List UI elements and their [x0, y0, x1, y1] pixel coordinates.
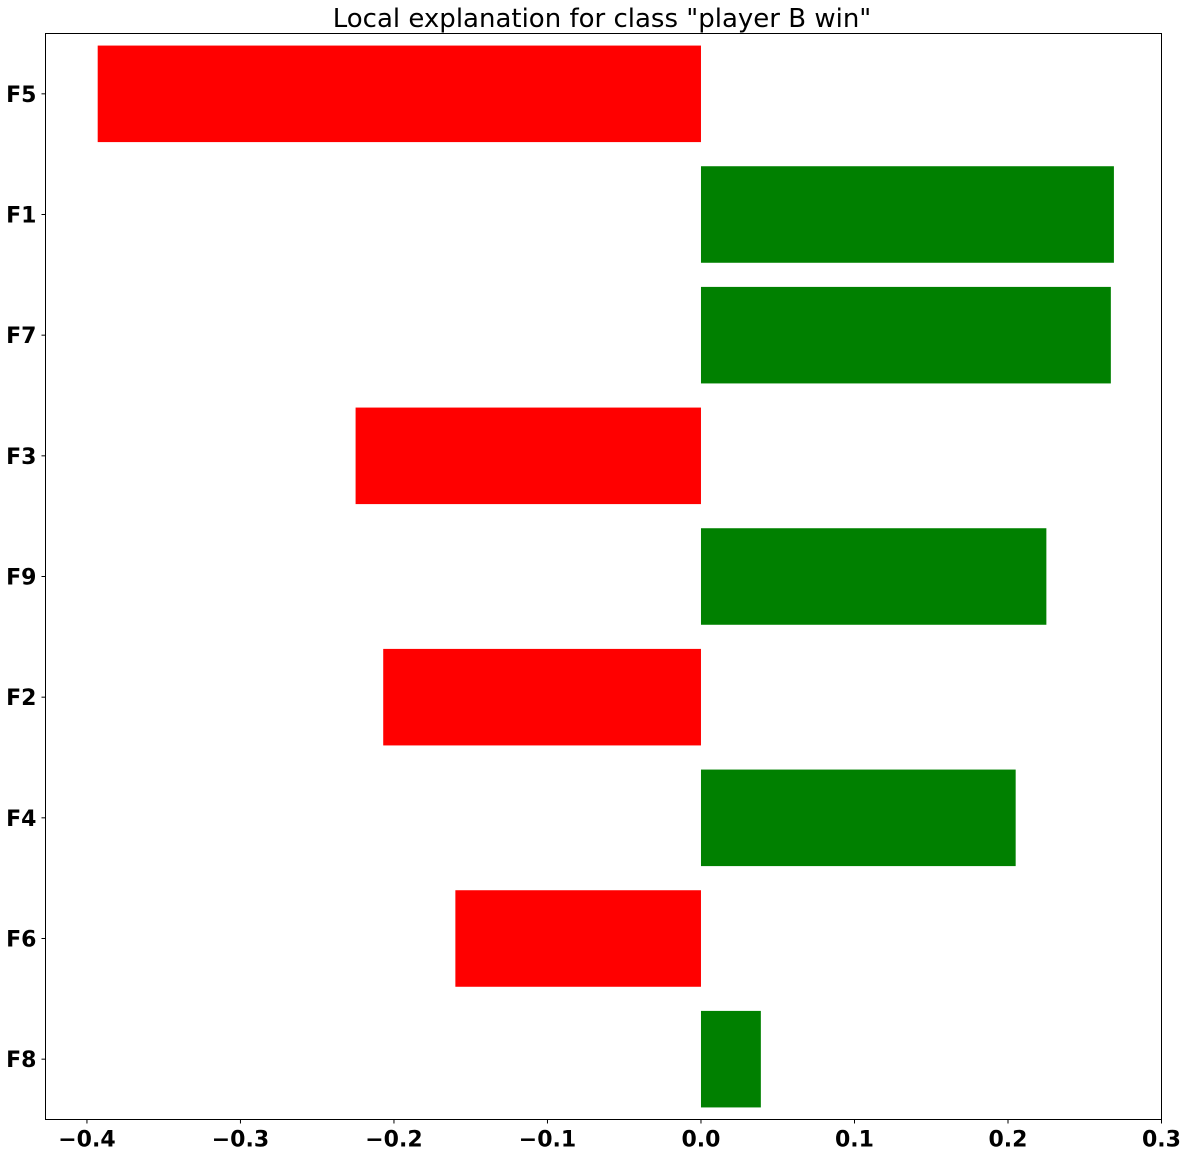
- bar-f4: [700, 769, 1016, 867]
- x-axis-ticks: −0.4 −0.3 −0.2 −0.1 0.0 0.1 0.2 0.3: [58, 1119, 1181, 1153]
- y-tick-label: F9: [6, 566, 36, 591]
- y-tick-label: F4: [6, 807, 36, 832]
- bar-f7: [700, 286, 1111, 384]
- x-tick-label: −0.3: [212, 1128, 269, 1153]
- y-axis-ticks: F5 F1 F7 F3 F9 F2 F4 F6 F8: [6, 83, 46, 1073]
- bars-group: [97, 45, 1114, 1108]
- y-tick-label: F1: [6, 204, 36, 229]
- chart-title: Local explanation for class "player B wi…: [333, 4, 872, 34]
- bar-f8: [700, 1010, 761, 1108]
- x-tick-label: −0.1: [519, 1128, 576, 1153]
- x-tick-label: −0.2: [365, 1128, 422, 1153]
- y-tick-label: F5: [6, 83, 36, 108]
- bar-f9: [700, 528, 1047, 625]
- y-tick-label: F3: [6, 445, 36, 470]
- axes-frame: [45, 33, 1162, 1120]
- bar-f6: [455, 890, 701, 987]
- bar-f3: [355, 407, 701, 505]
- x-tick-label: 0.1: [835, 1128, 874, 1153]
- y-tick-label: F2: [6, 686, 36, 711]
- bar-f2: [383, 648, 701, 746]
- y-tick-label: F6: [6, 928, 36, 953]
- y-tick-label: F8: [6, 1048, 36, 1073]
- bar-f5: [97, 45, 701, 143]
- x-tick-label: 0.0: [681, 1128, 720, 1153]
- x-tick-label: −0.4: [58, 1128, 115, 1153]
- x-tick-label: 0.2: [989, 1128, 1028, 1153]
- x-tick-label: 0.3: [1142, 1128, 1181, 1153]
- y-tick-label: F7: [6, 324, 36, 349]
- bar-f1: [700, 166, 1114, 263]
